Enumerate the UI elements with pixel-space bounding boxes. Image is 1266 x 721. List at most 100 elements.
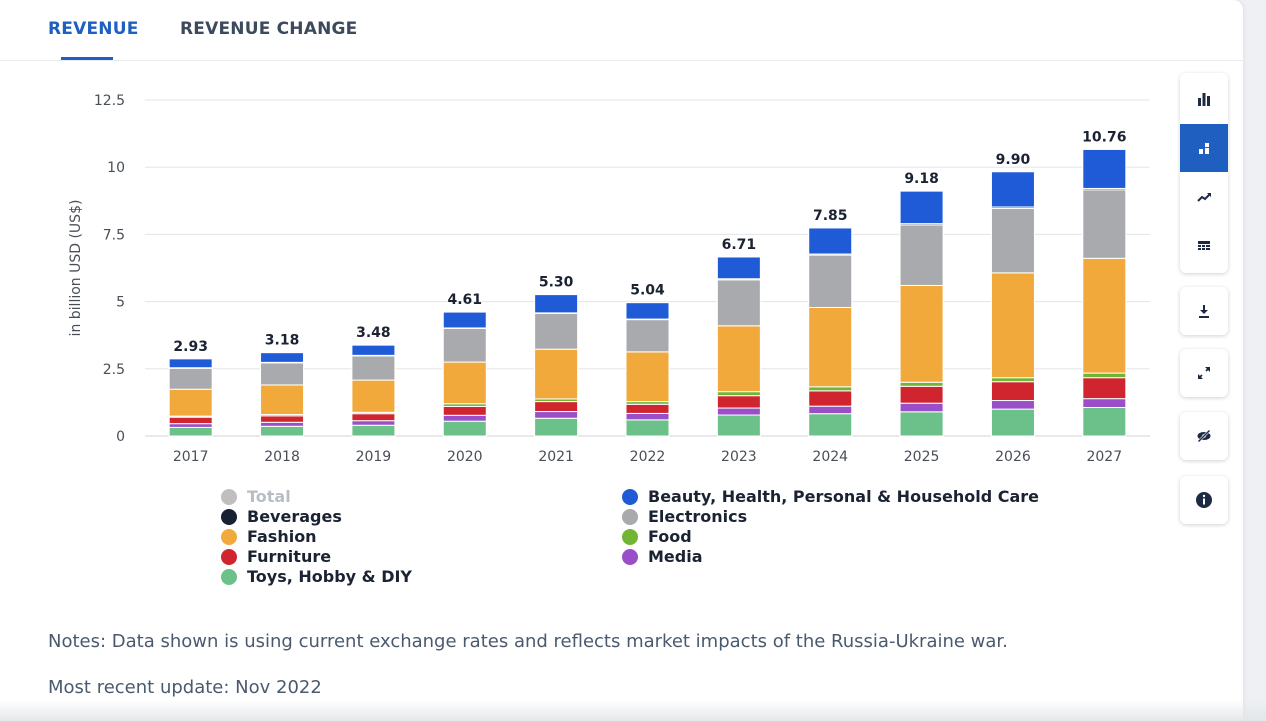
total-label: 7.85 [813, 208, 848, 224]
bar-segment-toys-hobby-diy [442, 420, 487, 437]
fullscreen-button[interactable] [1180, 349, 1228, 397]
y-tick-label: 7.5 [103, 227, 125, 243]
hide-button-inner[interactable] [1180, 412, 1228, 460]
fullscreen-button-inner[interactable] [1180, 349, 1228, 397]
bar-segment-toys-hobby-diy [1082, 407, 1127, 437]
bar-segment-media [625, 412, 670, 421]
bar-segment-fashion [625, 351, 670, 403]
bar-segment-furniture [442, 405, 487, 416]
bar-segment-fashion [534, 348, 579, 400]
bottom-fade [0, 700, 1266, 721]
bar-segment-toys-hobby-diy [990, 408, 1035, 437]
bar-segment-beauty-health-personal-household-care [260, 352, 305, 363]
bar-segment-furniture [260, 415, 305, 423]
hide-icon [1197, 429, 1211, 443]
table-icon [1198, 241, 1210, 250]
legend-label: Food [648, 527, 692, 546]
last-update: Most recent update: Nov 2022 [48, 677, 322, 698]
bar-segment-toys-hobby-diy [625, 419, 670, 437]
bar-segment-furniture [534, 401, 579, 413]
legend-dot [221, 489, 237, 505]
total-label: 4.61 [447, 292, 482, 308]
line-chart-icon [1197, 193, 1211, 202]
bar-segment-furniture [168, 416, 213, 425]
x-tick-label: 2022 [630, 449, 666, 465]
download-icon [1199, 305, 1209, 318]
total-label: 6.71 [722, 237, 757, 253]
x-tick-label: 2020 [447, 449, 483, 465]
stacked-chart-icon [1199, 143, 1209, 154]
bar-segment-beauty-health-personal-household-care [990, 171, 1035, 208]
total-label: 3.18 [265, 333, 300, 349]
bar-segment-toys-hobby-diy [808, 413, 853, 437]
y-tick-label: 12.5 [94, 93, 125, 109]
x-tick-label: 2024 [812, 449, 848, 465]
stacked-chart-button[interactable] [1180, 124, 1228, 172]
total-label: 2.93 [173, 339, 208, 355]
legend-dot [221, 569, 237, 585]
line-chart-button[interactable] [1180, 173, 1228, 221]
x-tick-label: 2021 [538, 449, 574, 465]
table-button[interactable] [1180, 222, 1228, 270]
legend-label: Furniture [247, 547, 332, 566]
chart-notes: Notes: Data shown is using current excha… [48, 631, 1008, 652]
fullscreen-icon [1198, 367, 1210, 379]
legend-dot [622, 549, 638, 565]
stacked-bar-chart: 0 2.5 5 7.5 10 12.5 in billion USD (US$) 2.93 20… [68, 93, 1150, 465]
bar-segment-beauty-health-personal-household-care [625, 302, 670, 320]
info-button[interactable] [1180, 476, 1228, 524]
hide-button[interactable] [1180, 412, 1228, 460]
bar-segment-toys-hobby-diy [899, 411, 944, 437]
y-tick-label: 5 [116, 295, 125, 311]
tab-revenue-change[interactable]: REVENUE CHANGE [180, 19, 358, 39]
tab-bar: REVENUE REVENUE CHANGE [0, 0, 1243, 61]
bar-segment-electronics [534, 312, 579, 350]
legend-dot [221, 529, 237, 545]
bar-segment-electronics [260, 362, 305, 386]
legend-dot [221, 509, 237, 525]
bar-segment-furniture [899, 385, 944, 404]
bar-segment-media [716, 407, 761, 416]
download-button-inner[interactable] [1180, 287, 1228, 335]
bar-segment-furniture [625, 403, 670, 414]
bar-segment-electronics [625, 319, 670, 353]
bar-segment-media [442, 414, 487, 422]
info-button-inner[interactable] [1180, 476, 1228, 524]
bar-segment-toys-hobby-diy [534, 417, 579, 437]
bar-segment-furniture [351, 413, 396, 422]
bar-segment-electronics [808, 254, 853, 309]
bar-segment-furniture [1082, 377, 1127, 400]
total-label: 3.48 [356, 325, 391, 341]
bar-segment-fashion [1082, 257, 1127, 374]
legend-label: Toys, Hobby & DIY [247, 567, 413, 586]
total-label: 5.30 [539, 275, 574, 291]
bar-segment-furniture [990, 381, 1035, 402]
legend-dot [622, 529, 638, 545]
tab-revenue[interactable]: REVENUE [48, 19, 139, 39]
bar-segment-electronics [351, 355, 396, 381]
x-tick-label: 2023 [721, 449, 757, 465]
bar-segment-electronics [899, 224, 944, 286]
bar-segment-food [808, 386, 853, 392]
bar-segment-beauty-health-personal-household-care [442, 311, 487, 329]
x-tick-label: 2018 [264, 449, 300, 465]
bar-segment-beauty-health-personal-household-care [351, 344, 396, 356]
bar-segment-media [808, 405, 853, 415]
download-button[interactable] [1180, 287, 1228, 335]
x-tick-label: 2025 [904, 449, 940, 465]
legend-dot [221, 549, 237, 565]
legend-label: Electronics [648, 507, 748, 526]
info-icon [1196, 492, 1212, 508]
bar-segment-fashion [260, 384, 305, 415]
bar-segment-fashion [442, 361, 487, 405]
total-label: 9.18 [904, 171, 939, 187]
legend-label: Beauty, Health, Personal & Household Car… [648, 487, 1039, 506]
bar-segment-toys-hobby-diy [260, 425, 305, 437]
y-tick-label: 0 [116, 429, 125, 445]
bar-segment-toys-hobby-diy [168, 426, 213, 437]
y-tick-label: 10 [107, 160, 125, 176]
bar-segment-beauty-health-personal-household-care [534, 294, 579, 314]
bar-segment-media [534, 411, 579, 419]
bar-chart-button[interactable] [1180, 75, 1228, 123]
